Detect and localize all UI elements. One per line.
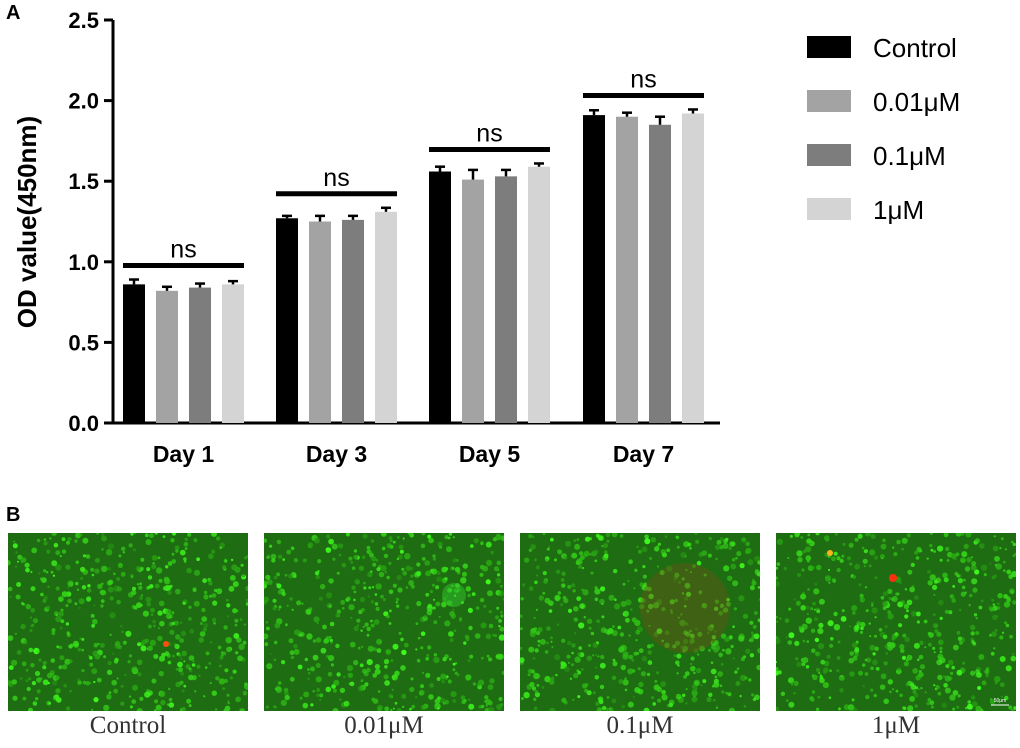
- x-tick-label: Day 3: [306, 441, 367, 467]
- significance-label: ns: [630, 65, 656, 93]
- bar-chart: 0.0 0.5 1.0 1.5 2.0 2.5 OD value(450nm) Day 1 ns…: [12, 8, 960, 467]
- bar: [156, 290, 178, 423]
- cell-spot: [640, 563, 730, 653]
- legend-swatch: [807, 90, 851, 112]
- bar: [222, 284, 244, 423]
- micrograph-caption-0-01um: 0.01μM: [344, 712, 424, 739]
- panel-a-label: A: [6, 2, 21, 24]
- micrograph-0-1um: [520, 533, 760, 711]
- bar: [189, 287, 211, 423]
- bar: [528, 166, 550, 423]
- micrograph-caption-0-1um: 0.1μM: [606, 712, 674, 739]
- significance-label: ns: [323, 164, 349, 192]
- legend-swatch: [807, 144, 851, 166]
- y-tick-label: 0.0: [68, 411, 99, 436]
- fluorescence-image: [8, 533, 248, 711]
- y-tick-label: 2.5: [68, 8, 99, 33]
- fluorescence-image: [520, 533, 760, 711]
- bar: [583, 115, 605, 423]
- legend-label: Control: [873, 33, 957, 63]
- micrograph-1um: 50μm: [776, 533, 1016, 711]
- y-tick-label: 1.0: [68, 250, 99, 275]
- bar: [309, 221, 331, 423]
- legend-swatch: [807, 36, 851, 58]
- panel-b-label: B: [6, 504, 21, 526]
- micrograph-caption-control: Control: [89, 712, 167, 739]
- x-tick-label: Day 7: [613, 441, 674, 467]
- cell-spot: [442, 583, 466, 607]
- bar: [276, 218, 298, 423]
- legend-label: 1μM: [873, 195, 924, 225]
- y-axis-title: OD value(450nm): [12, 116, 42, 328]
- cell-spot: [163, 641, 169, 647]
- bar: [429, 171, 451, 423]
- legend-label: 0.1μM: [873, 141, 946, 171]
- bar: [616, 116, 638, 423]
- bar: [123, 284, 145, 423]
- legend-swatch: [807, 198, 851, 220]
- micrograph-caption-1um: 1μM: [871, 712, 921, 739]
- bar: [649, 124, 671, 423]
- x-tick-label: Day 5: [459, 441, 521, 467]
- scale-bar-label: 50μm: [994, 698, 1007, 704]
- legend-label: 0.01μM: [873, 87, 960, 117]
- bar: [342, 219, 364, 423]
- micrograph-control: [8, 533, 248, 711]
- bar: [682, 113, 704, 423]
- x-tick-label: Day 1: [153, 441, 215, 467]
- y-tick-label: 2.0: [68, 89, 99, 114]
- bar: [495, 176, 517, 423]
- cell-spot: [827, 550, 833, 556]
- significance-label: ns: [170, 236, 196, 264]
- micrograph-0-01um: [264, 533, 504, 711]
- significance-label: ns: [476, 119, 502, 147]
- y-tick-label: 0.5: [68, 330, 99, 355]
- bar: [462, 179, 484, 423]
- y-tick-label: 1.5: [68, 169, 99, 194]
- cell-spot: [889, 574, 897, 582]
- bar: [375, 211, 397, 423]
- fluorescence-image: 50μm: [776, 533, 1016, 711]
- fluorescence-image: [264, 533, 504, 711]
